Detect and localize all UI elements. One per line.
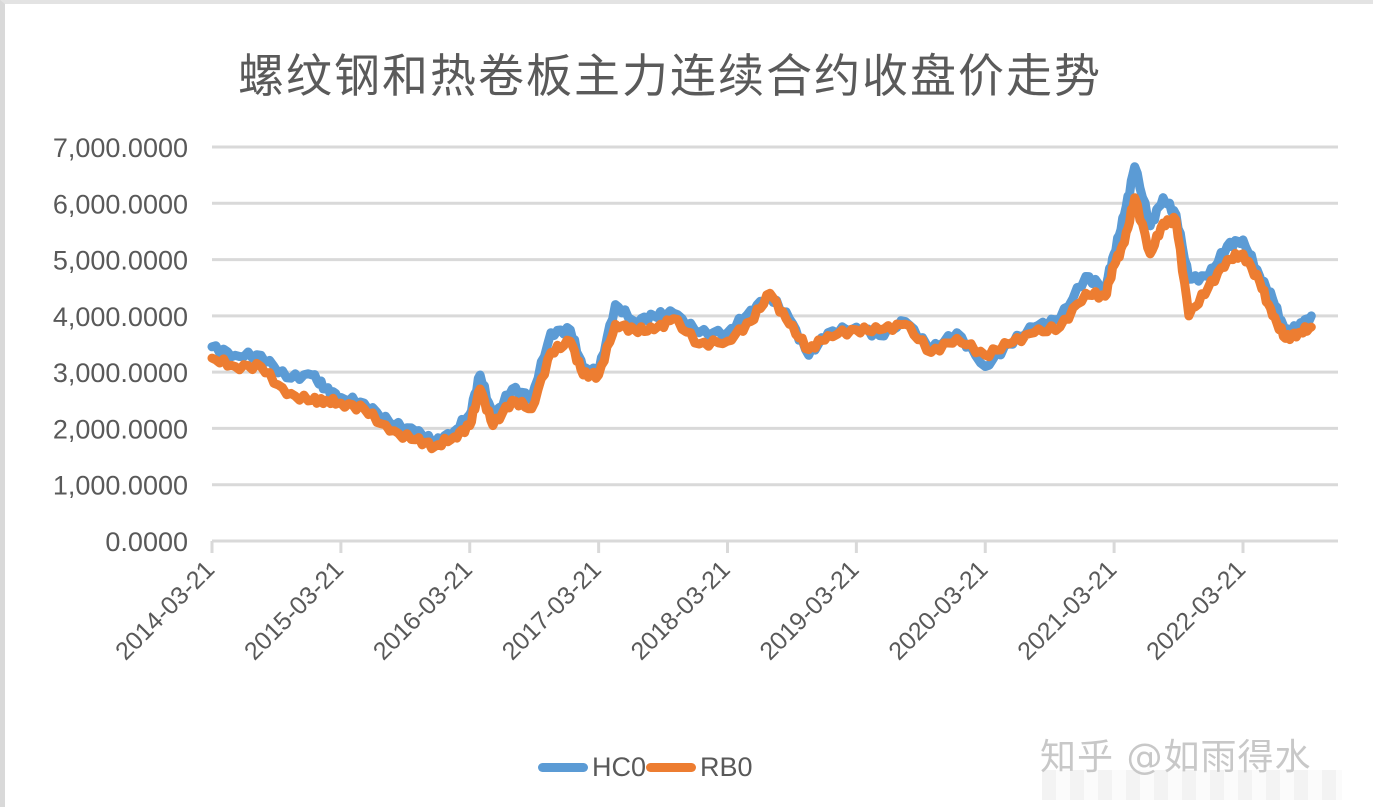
y-tick-label: 0.0000 [105,527,188,557]
watermark-pixel-block [1042,770,1342,800]
legend-label-hc0: HC0 [592,752,647,782]
legend-item-hc0[interactable]: HC0 [538,752,646,783]
x-tick-label: 2022-03-21 [1141,555,1251,665]
series-line-rb0 [207,193,1316,454]
y-tick-label: 7,000.0000 [53,133,188,163]
legend: HC0 RB0 [538,752,753,783]
x-tick-label: 2019-03-21 [754,555,864,665]
y-axis-labels: 0.0000 1,000.0000 2,000.0000 3,000.0000 4,00… [53,133,188,557]
watermark: 知乎 @如雨得水 [1040,737,1312,778]
y-tick-label: 6,000.0000 [53,189,188,219]
x-tick-label: 2020-03-21 [883,555,993,665]
y-tick-label: 4,000.0000 [53,302,188,332]
x-tick-label: 2014-03-21 [110,555,220,665]
legend-swatch-hc0-icon [538,763,588,772]
chart-title: 螺纹钢和热卷板主力连续合约收盘价走势 [238,49,1102,103]
x-tick-label: 2021-03-21 [1012,555,1122,665]
x-tick-label: 2015-03-21 [239,555,349,665]
x-tick-label: 2017-03-21 [497,555,607,665]
y-tick-label: 2,000.0000 [53,414,188,444]
legend-item-rb0[interactable]: RB0 [646,752,753,783]
y-tick-label: 5,000.0000 [53,246,188,276]
y-tick-label: 1,000.0000 [53,471,188,501]
data-series [207,162,1316,454]
gridlines [212,145,1338,487]
x-tick-label: 2016-03-21 [368,555,478,665]
legend-swatch-rb0-icon [646,763,697,772]
x-tick-label: 2018-03-21 [626,555,736,665]
y-tick-label: 3,000.0000 [53,358,188,388]
legend-label-rb0: RB0 [700,752,753,782]
x-axis: 2014-03-21 2015-03-21 2016-03-21 2017-03-21… [110,539,1338,666]
